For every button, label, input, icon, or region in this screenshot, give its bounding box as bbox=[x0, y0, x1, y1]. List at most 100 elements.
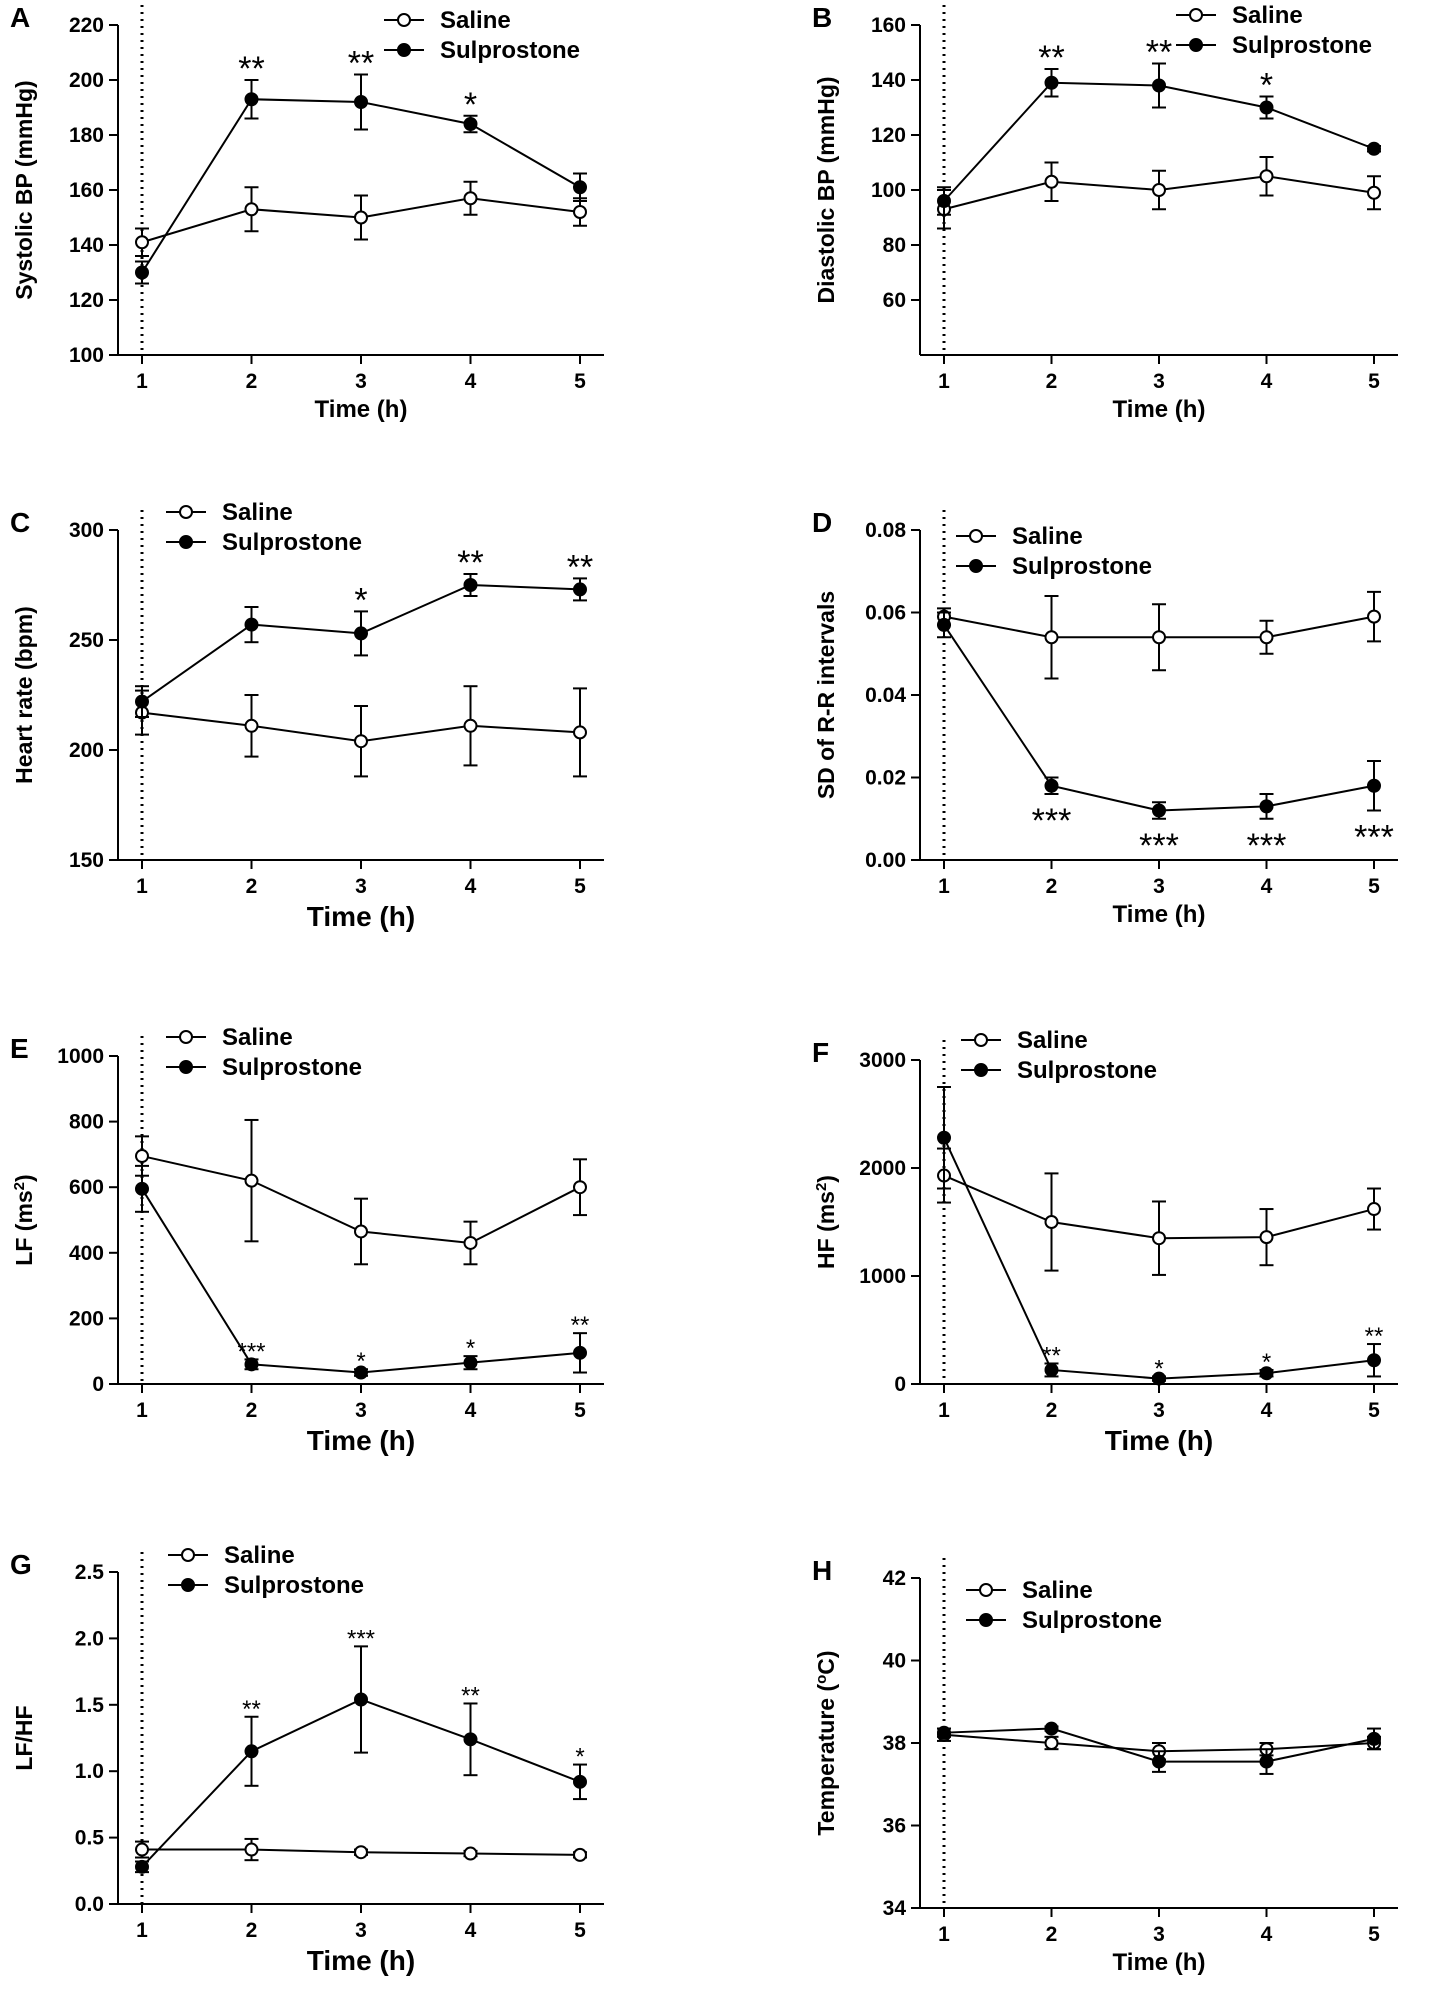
x-tick-label: 5 bbox=[574, 1919, 586, 1942]
x-tick-label: 2 bbox=[1046, 370, 1058, 393]
y-tick-label: 40 bbox=[883, 1650, 906, 1673]
legend-label: Saline bbox=[1232, 2, 1303, 29]
x-tick-label: 2 bbox=[246, 875, 258, 898]
legend-label: Sulprostone bbox=[440, 37, 580, 64]
legend-marker bbox=[179, 1030, 193, 1044]
data-point bbox=[1044, 1362, 1059, 1377]
legend-marker bbox=[969, 559, 983, 573]
data-point bbox=[573, 1847, 587, 1862]
x-tick-label: 3 bbox=[1153, 875, 1165, 898]
legend-marker bbox=[979, 1583, 993, 1597]
legend-marker bbox=[974, 1063, 988, 1077]
y-tick-label: 220 bbox=[69, 14, 104, 37]
y-axis-title: Heart rate (bpm) bbox=[11, 606, 37, 784]
y-tick-label: 42 bbox=[883, 1567, 906, 1590]
y-tick-label: 1.0 bbox=[75, 1760, 104, 1783]
y-tick-label: 38 bbox=[883, 1732, 907, 1755]
legend-label: Sulprostone bbox=[1017, 1057, 1157, 1084]
y-tick-label: 160 bbox=[69, 179, 104, 202]
panel-d: D 0.00 0.02 0.04 0.06 0.08 1 2 3 4 5 Time (h) SD of … bbox=[812, 507, 1398, 928]
data-point bbox=[573, 205, 587, 219]
y-tick-label: 200 bbox=[69, 739, 104, 762]
x-tick-label: 4 bbox=[1261, 1923, 1273, 1946]
significance-marker: ** bbox=[457, 544, 483, 582]
data-point bbox=[1152, 1754, 1166, 1769]
series-sulprostone bbox=[135, 573, 587, 718]
data-point bbox=[937, 1725, 951, 1740]
x-tick-label: 5 bbox=[1368, 1923, 1380, 1946]
legend-label: Saline bbox=[1012, 523, 1083, 550]
significance-marker: *** bbox=[237, 1338, 265, 1365]
y-tick-label: 0.5 bbox=[75, 1827, 105, 1850]
data-point bbox=[1259, 169, 1274, 184]
series-saline bbox=[135, 685, 587, 778]
x-tick-label: 4 bbox=[1261, 370, 1273, 393]
significance-marker: * bbox=[1260, 67, 1273, 105]
data-point bbox=[1152, 78, 1166, 93]
data-point bbox=[573, 1180, 587, 1195]
significance-marker: * bbox=[356, 1348, 365, 1375]
data-point bbox=[354, 1224, 368, 1239]
data-point bbox=[1367, 609, 1381, 624]
data-point bbox=[573, 1345, 587, 1360]
data-point bbox=[354, 626, 368, 641]
panel-letter: C bbox=[10, 507, 30, 538]
x-tick-label: 5 bbox=[574, 1399, 586, 1422]
legend-marker bbox=[1189, 38, 1203, 52]
legend-label: Sulprostone bbox=[1232, 32, 1372, 59]
x-tick-label: 1 bbox=[938, 875, 950, 898]
panel-letter: E bbox=[10, 1033, 29, 1064]
significance-marker: *** bbox=[347, 1625, 375, 1652]
legend-marker bbox=[1189, 8, 1203, 22]
data-point bbox=[1152, 803, 1166, 818]
legend-marker bbox=[179, 535, 193, 549]
y-tick-label: 800 bbox=[69, 1111, 104, 1134]
data-point bbox=[1259, 1230, 1274, 1245]
y-tick-label: 150 bbox=[69, 849, 104, 872]
legend-label: Sulprostone bbox=[224, 1572, 364, 1599]
series-saline bbox=[937, 590, 1381, 680]
legend-label: Sulprostone bbox=[1022, 1607, 1162, 1634]
y-tick-label: 140 bbox=[871, 69, 906, 92]
x-tick-label: 3 bbox=[355, 1399, 367, 1422]
x-tick-label: 1 bbox=[136, 1399, 148, 1422]
y-tick-label: 80 bbox=[883, 234, 906, 257]
data-point bbox=[1044, 630, 1059, 645]
x-tick-label: 1 bbox=[938, 1923, 950, 1946]
x-tick-label: 1 bbox=[938, 1399, 950, 1422]
series-sulprostone bbox=[135, 1164, 587, 1380]
panel-b: B 60 80 100 120 140 160 1 2 3 4 5 Time (h) Diastolic … bbox=[812, 2, 1398, 423]
data-point bbox=[1367, 1353, 1381, 1368]
data-point bbox=[1152, 1371, 1166, 1386]
x-tick-label: 5 bbox=[1368, 370, 1380, 393]
data-point bbox=[354, 734, 368, 749]
data-point bbox=[1044, 1721, 1059, 1736]
x-tick-label: 5 bbox=[1368, 1399, 1380, 1422]
legend-label: Saline bbox=[1022, 1577, 1093, 1604]
panel-c: C 150 200 250 300 1 2 3 4 5 Time (h) Heart rate (bp… bbox=[10, 499, 604, 932]
legend-label: Sulprostone bbox=[1012, 553, 1152, 580]
legend: Saline Sulprostone bbox=[1176, 2, 1372, 59]
data-point bbox=[1152, 1231, 1166, 1246]
series-saline bbox=[135, 180, 587, 257]
y-axis-title: HF (ms2) bbox=[813, 1175, 840, 1269]
y-tick-label: 0.08 bbox=[865, 519, 906, 542]
y-tick-label: 0 bbox=[92, 1373, 104, 1396]
legend-marker bbox=[397, 43, 411, 57]
x-tick-label: 3 bbox=[355, 370, 367, 393]
data-point bbox=[354, 210, 368, 225]
data-point bbox=[1367, 185, 1381, 200]
y-tick-label: 100 bbox=[69, 344, 104, 367]
y-axis-title: Temperature (oC) bbox=[813, 1650, 840, 1835]
y-tick-label: 160 bbox=[871, 14, 906, 37]
x-tick-label: 4 bbox=[1261, 1399, 1273, 1422]
x-tick-label: 3 bbox=[1153, 370, 1165, 393]
data-point bbox=[573, 582, 587, 597]
series-sulprostone bbox=[937, 62, 1381, 216]
x-tick-label: 1 bbox=[938, 370, 950, 393]
legend-marker bbox=[979, 1613, 993, 1627]
x-tick-label: 4 bbox=[1261, 875, 1273, 898]
y-tick-label: 1000 bbox=[57, 1045, 104, 1068]
